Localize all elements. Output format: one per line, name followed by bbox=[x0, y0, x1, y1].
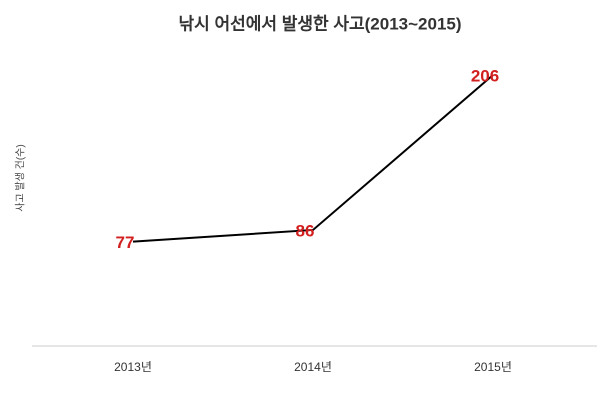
x-tick-label: 2015년 bbox=[474, 360, 512, 374]
x-tick-label: 2014년 bbox=[294, 360, 332, 374]
data-label: 206 bbox=[471, 66, 499, 85]
y-axis-label: 사고 발생 건(수) bbox=[15, 144, 27, 211]
data-label: 86 bbox=[296, 221, 315, 240]
line bbox=[132, 74, 494, 243]
chart-title: 낚시 어선에서 발생한 사고(2013~2015) bbox=[178, 14, 461, 33]
x-tick-label: 2013년 bbox=[114, 360, 152, 374]
data-label: 77 bbox=[116, 233, 135, 252]
